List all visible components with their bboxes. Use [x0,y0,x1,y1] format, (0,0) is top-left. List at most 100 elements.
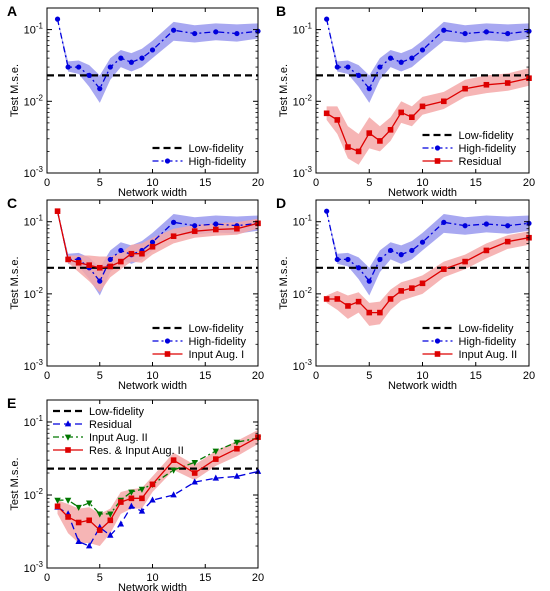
panel-letter: B [276,3,286,19]
data-point-high-fidelity [441,27,447,33]
data-point-input-aug-i [54,208,61,214]
legend-label-input-aug-i: Input Aug. I [189,349,245,361]
data-point-high-fidelity [97,86,103,92]
data-point-residual [323,110,330,117]
band-high-fidelity [57,19,258,103]
data-point-high-fidelity [118,55,124,61]
legend-marker-input-aug-ii [64,434,72,441]
data-point-input-aug-ii [233,439,241,446]
data-point-high-fidelity [483,221,489,227]
panel-c: 0 5 10 15 20 10-3 10-2 10-1 Network width Test M.… [7,195,264,392]
data-point-high-fidelity [149,47,156,53]
data-point-input-aug-ii [75,504,82,511]
data-point-high-fidelity [234,30,240,37]
data-point-residual [419,103,426,110]
data-point-high-fidelity [213,221,219,227]
data-point-high-fidelity [324,208,330,214]
data-point-high-fidelity [366,278,372,284]
legend-label-low-fidelity: Low-fidelity [459,323,515,335]
x-axis-label: Network width [388,187,457,199]
y-tick-label: 10-3 [24,165,44,180]
x-tick-label: 15 [199,572,211,584]
legend-label-high-fidelity: High-fidelity [459,143,517,155]
data-point-input-aug-ii [128,489,135,496]
data-point-high-fidelity [192,30,198,37]
data-point-input-aug-i [118,258,124,265]
x-tick-label: 20 [523,370,535,382]
data-point-input-aug-i [96,264,103,271]
legend-marker-residual [434,158,441,164]
data-point-input-aug-i [149,243,156,250]
data-point-residual [441,98,447,105]
x-axis-label: Network width [118,582,187,591]
x-tick-label: 15 [470,177,482,189]
data-point-input-aug-ii [462,258,468,265]
panel-a: 0 5 10 15 20 10-3 10-2 10-1 Network width Test M.… [7,3,264,199]
x-tick-label: 0 [313,370,319,382]
y-tick-label: 10-1 [24,214,44,229]
data-point-high-fidelity [345,256,351,263]
data-point-input-aug-i [170,233,177,239]
data-point-residual [212,474,219,481]
data-point-high-fidelity [324,16,330,22]
band-high-fidelity [326,211,529,296]
data-point-res-input-aug-ii [65,514,71,520]
data-point-high-fidelity [398,252,404,258]
data-point-residual [504,80,511,86]
band-high-fidelity [326,19,529,103]
panel-b: 0 5 10 15 20 10-3 10-2 10-1 Network width Test M.… [276,3,535,199]
data-point-input-aug-ii [212,448,219,455]
data-point-high-fidelity [65,64,71,70]
data-point-residual [170,491,177,498]
data-point-res-input-aug-ii [149,481,156,488]
x-tick-label: 20 [523,177,535,189]
data-point-res-input-aug-ii [213,456,219,462]
y-axis-label: Test M.s.e. [9,64,21,117]
data-point-input-aug-ii [419,280,426,287]
data-point-input-aug-ii [345,303,351,309]
data-point-input-aug-ii [170,467,177,474]
x-tick-label: 0 [313,177,319,189]
x-tick-label: 10 [146,572,158,584]
data-point-res-input-aug-ii [75,519,82,526]
data-point-input-aug-ii [441,266,447,272]
data-point-residual [462,85,468,92]
data-point-residual [366,130,373,136]
y-tick-label: 10-2 [293,93,313,108]
y-axis-label: Test M.s.e. [278,256,290,309]
data-point-residual [355,148,362,155]
y-tick-label: 10-2 [293,286,313,301]
y-tick-label: 10-2 [24,487,44,502]
legend-label-high-fidelity: High-fidelity [189,156,247,168]
legend-label-input-aug-ii: Input Aug. II [459,349,518,361]
y-axis-label: Test M.s.e. [9,457,21,510]
x-tick-label: 5 [366,370,372,382]
series-line-high-fidelity [56,18,259,90]
x-tick-label: 10 [416,370,428,382]
y-tick-label: 10-2 [24,93,44,108]
data-point-input-aug-i [139,250,145,257]
legend-label-res-input-aug-ii: Res. & Input Aug. II [89,445,184,457]
data-point-input-aug-ii [334,296,341,302]
data-point-high-fidelity [387,247,394,254]
data-point-input-aug-ii [387,296,394,302]
data-point-input-aug-i [107,263,114,270]
data-point-input-aug-i [128,250,135,257]
data-point-high-fidelity [171,27,177,33]
legend-label-input-aug-ii: Input Aug. II [89,432,148,444]
data-point-input-aug-ii [107,511,114,518]
data-point-input-aug-ii [54,497,61,504]
y-tick-label: 10-1 [293,22,313,37]
data-point-input-aug-ii [64,497,72,504]
x-tick-label: 15 [470,370,482,382]
legend-marker-high-fidelity [434,145,441,151]
legend-marker-input-aug-ii [434,351,441,357]
series-line-high-fidelity [325,18,530,90]
data-point-high-fidelity [441,219,447,225]
data-point-high-fidelity [54,16,61,22]
legend-label-residual: Residual [459,156,502,168]
x-tick-label: 5 [97,370,103,382]
data-point-high-fidelity [192,223,198,229]
data-point-high-fidelity [387,55,394,61]
